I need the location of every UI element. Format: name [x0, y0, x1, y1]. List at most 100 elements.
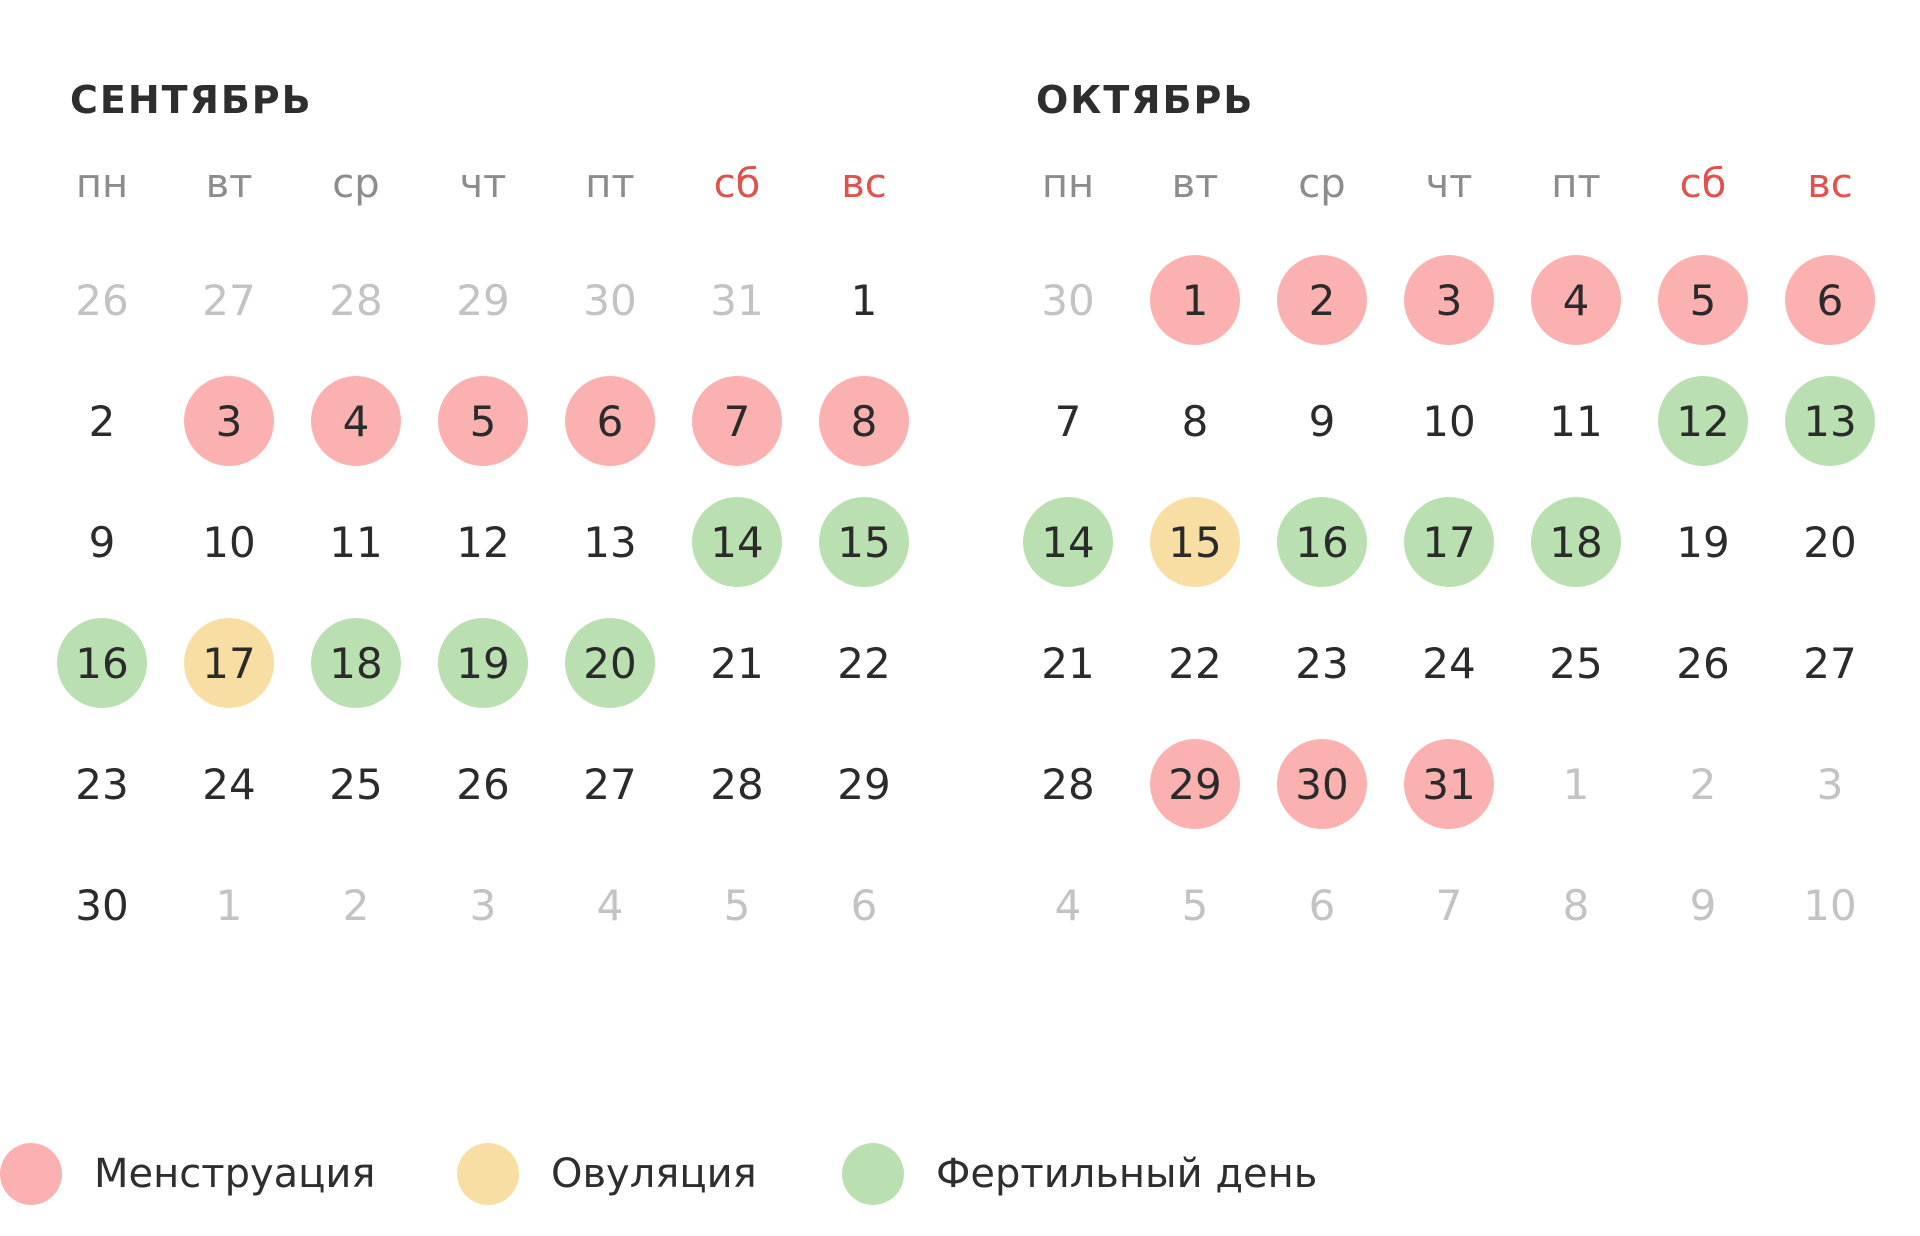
day-cell[interactable]: 21 — [1041, 638, 1095, 688]
day-fertile[interactable]: 18 — [1531, 497, 1621, 587]
day-outside-month[interactable]: 31 — [710, 275, 764, 325]
day-menstruation[interactable]: 6 — [1785, 255, 1875, 345]
day-cell[interactable]: 21 — [710, 638, 764, 688]
weekday-label: пт — [1551, 161, 1601, 207]
day-cell[interactable]: 27 — [583, 759, 637, 809]
day-cell[interactable]: 22 — [837, 638, 891, 688]
weekday-label: пн — [75, 161, 129, 207]
weekday-label: вт — [205, 161, 253, 207]
day-outside-month[interactable]: 1 — [215, 880, 243, 930]
day-cell[interactable]: 30 — [75, 880, 129, 930]
day-menstruation[interactable]: 1 — [1150, 255, 1240, 345]
day-cell[interactable]: 1 — [850, 275, 878, 325]
weekday-label: ср — [1298, 161, 1346, 207]
day-menstruation[interactable]: 5 — [1658, 255, 1748, 345]
day-fertile[interactable]: 12 — [1658, 376, 1748, 466]
day-cell[interactable]: 23 — [75, 759, 129, 809]
day-outside-month[interactable]: 7 — [1435, 880, 1463, 930]
day-outside-month[interactable]: 8 — [1562, 880, 1590, 930]
day-outside-month[interactable]: 26 — [75, 275, 129, 325]
day-menstruation[interactable]: 29 — [1150, 739, 1240, 829]
day-menstruation[interactable]: 31 — [1404, 739, 1494, 829]
day-outside-month[interactable]: 6 — [1308, 880, 1336, 930]
day-fertile[interactable]: 13 — [1785, 376, 1875, 466]
day-cell[interactable]: 20 — [1803, 517, 1857, 567]
day-outside-month[interactable]: 3 — [469, 880, 497, 930]
day-ovulation[interactable]: 17 — [184, 618, 274, 708]
day-cell[interactable]: 27 — [1803, 638, 1857, 688]
day-menstruation[interactable]: 30 — [1277, 739, 1367, 829]
day-outside-month[interactable]: 3 — [1816, 759, 1844, 809]
day-outside-month[interactable]: 29 — [456, 275, 510, 325]
day-cell[interactable]: 11 — [329, 517, 383, 567]
day-fertile[interactable]: 14 — [692, 497, 782, 587]
day-cell[interactable]: 8 — [1181, 396, 1209, 446]
day-outside-month[interactable]: 2 — [342, 880, 370, 930]
day-menstruation[interactable]: 8 — [819, 376, 909, 466]
day-cell[interactable]: 28 — [1041, 759, 1095, 809]
day-outside-month[interactable]: 9 — [1689, 880, 1717, 930]
day-outside-month[interactable]: 4 — [596, 880, 624, 930]
day-ovulation[interactable]: 15 — [1150, 497, 1240, 587]
weekday-label: ср — [332, 161, 380, 207]
day-cell[interactable]: 9 — [88, 517, 116, 567]
day-fertile[interactable]: 15 — [819, 497, 909, 587]
day-cell[interactable]: 26 — [456, 759, 510, 809]
day-cell[interactable]: 10 — [202, 517, 256, 567]
day-menstruation[interactable]: 3 — [184, 376, 274, 466]
day-menstruation[interactable]: 5 — [438, 376, 528, 466]
day-cell[interactable]: 25 — [329, 759, 383, 809]
day-outside-month[interactable]: 6 — [850, 880, 878, 930]
day-cell[interactable]: 10 — [1422, 396, 1476, 446]
fertile-swatch — [842, 1143, 904, 1205]
day-fertile[interactable]: 16 — [1277, 497, 1367, 587]
day-fertile[interactable]: 19 — [438, 618, 528, 708]
weekday-label: чт — [1425, 161, 1473, 207]
day-outside-month[interactable]: 30 — [1041, 275, 1095, 325]
day-outside-month[interactable]: 4 — [1054, 880, 1082, 930]
day-outside-month[interactable]: 28 — [329, 275, 383, 325]
day-cell[interactable]: 9 — [1308, 396, 1336, 446]
month-title: ОКТЯБРЬ — [1036, 78, 1255, 122]
day-cell[interactable]: 24 — [1422, 638, 1476, 688]
day-cell[interactable]: 22 — [1168, 638, 1222, 688]
day-fertile[interactable]: 18 — [311, 618, 401, 708]
day-fertile[interactable]: 14 — [1023, 497, 1113, 587]
day-outside-month[interactable]: 2 — [1689, 759, 1717, 809]
day-cell[interactable]: 7 — [1054, 396, 1082, 446]
day-outside-month[interactable]: 5 — [1181, 880, 1209, 930]
day-outside-month[interactable]: 5 — [723, 880, 751, 930]
day-menstruation[interactable]: 6 — [565, 376, 655, 466]
day-fertile[interactable]: 16 — [57, 618, 147, 708]
day-cell[interactable]: 29 — [837, 759, 891, 809]
day-menstruation[interactable]: 3 — [1404, 255, 1494, 345]
day-fertile[interactable]: 20 — [565, 618, 655, 708]
day-fertile[interactable]: 17 — [1404, 497, 1494, 587]
weekday-label: вс — [1807, 161, 1853, 207]
day-outside-month[interactable]: 10 — [1803, 880, 1857, 930]
day-menstruation[interactable]: 2 — [1277, 255, 1367, 345]
day-cell[interactable]: 11 — [1549, 396, 1603, 446]
day-outside-month[interactable]: 27 — [202, 275, 256, 325]
day-cell[interactable]: 19 — [1676, 517, 1730, 567]
day-cell[interactable]: 2 — [88, 396, 116, 446]
legend: Менструация Овуляция Фертильный день — [0, 1141, 1920, 1221]
weekday-label: чт — [459, 161, 507, 207]
day-cell[interactable]: 13 — [583, 517, 637, 567]
day-menstruation[interactable]: 7 — [692, 376, 782, 466]
day-cell[interactable]: 24 — [202, 759, 256, 809]
ovulation-swatch — [457, 1143, 519, 1205]
day-cell[interactable]: 28 — [710, 759, 764, 809]
day-cell[interactable]: 23 — [1295, 638, 1349, 688]
day-cell[interactable]: 26 — [1676, 638, 1730, 688]
day-outside-month[interactable]: 1 — [1562, 759, 1590, 809]
calendar-september: СЕНТЯБРЬ пн вт ср чт пт сб вс 26 27 28 29 30 31 1 2 3 4 5… — [57, 0, 970, 1000]
day-menstruation[interactable]: 4 — [311, 376, 401, 466]
day-cell[interactable]: 12 — [456, 517, 510, 567]
weekday-label: вс — [841, 161, 887, 207]
day-outside-month[interactable]: 30 — [583, 275, 637, 325]
day-cell[interactable]: 25 — [1549, 638, 1603, 688]
day-menstruation[interactable]: 4 — [1531, 255, 1621, 345]
weekday-label: сб — [1679, 161, 1727, 207]
weekday-label: сб — [713, 161, 761, 207]
